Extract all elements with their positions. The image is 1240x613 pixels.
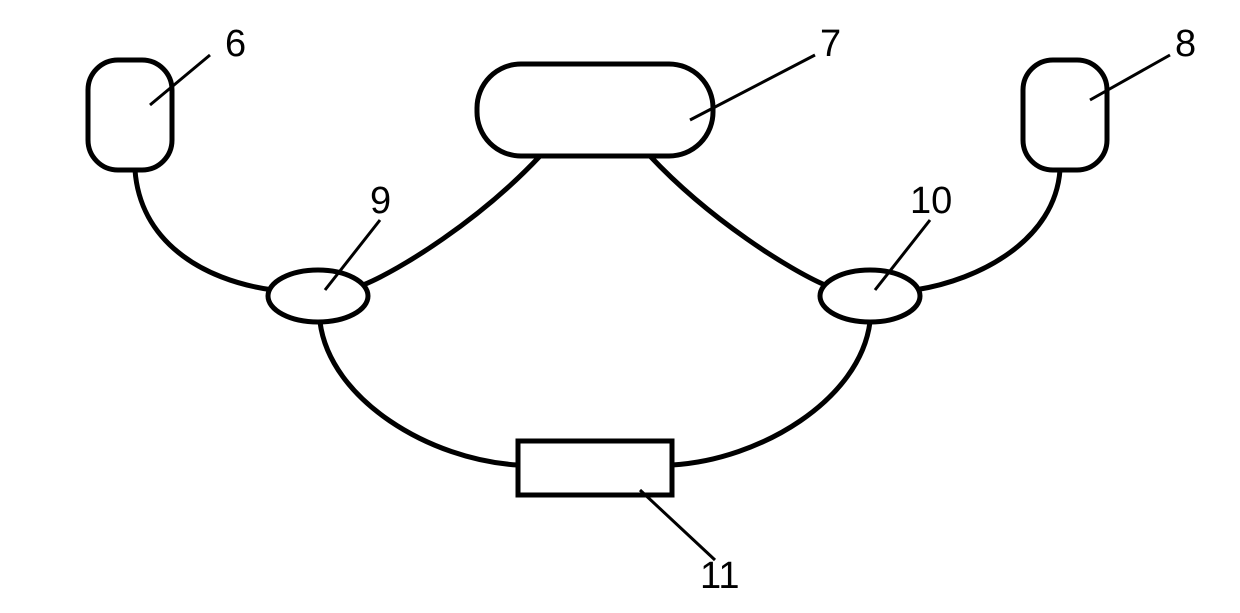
edge-n10-n11 bbox=[672, 322, 870, 465]
callout-label-n11: 11 bbox=[700, 555, 739, 598]
callout-label-n10: 10 bbox=[910, 180, 952, 223]
node-n6 bbox=[88, 60, 172, 170]
edge-n6-n9 bbox=[135, 170, 273, 290]
diagram-canvas bbox=[0, 0, 1240, 613]
callout-label-n8: 8 bbox=[1175, 23, 1196, 66]
node-n8 bbox=[1023, 60, 1107, 170]
callout-line-n11 bbox=[640, 490, 715, 560]
edge-n7-n10 bbox=[650, 156, 825, 285]
callout-label-n7: 7 bbox=[820, 23, 841, 66]
edge-n9-n11 bbox=[320, 322, 518, 465]
node-n9 bbox=[268, 270, 368, 322]
node-n7 bbox=[477, 64, 713, 156]
node-n11 bbox=[518, 441, 672, 495]
node-n10 bbox=[820, 270, 920, 322]
callout-label-n9: 9 bbox=[370, 180, 391, 223]
callout-label-n6: 6 bbox=[225, 23, 246, 66]
